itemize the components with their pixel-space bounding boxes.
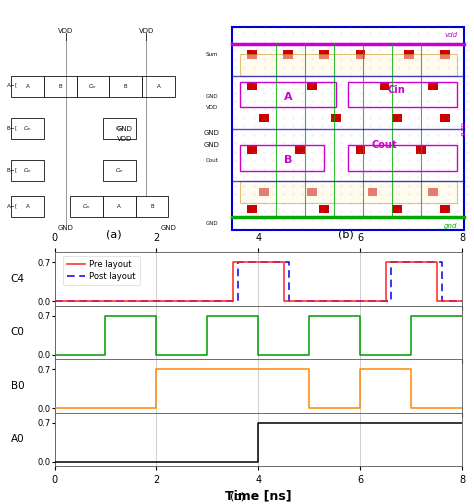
Text: $C_{in}$: $C_{in}$ [82,203,91,211]
Text: GND: GND [204,130,220,136]
Y-axis label: B0: B0 [11,381,25,391]
Text: A: A [283,92,292,102]
Bar [331,114,341,122]
Bar [307,82,317,90]
Y-axis label: A0: A0 [11,434,25,445]
Bar [11,196,44,217]
Text: A$-$[: A$-$[ [6,203,18,211]
Text: (b): (b) [338,229,354,239]
Text: GND: GND [160,225,176,231]
Bar [11,76,44,97]
Bar [109,76,142,97]
Text: $C_{in}$: $C_{in}$ [89,82,98,91]
Bar [11,160,44,181]
Text: B$-$[: B$-$[ [6,167,18,175]
Bar [247,146,256,154]
Bar [259,114,269,122]
Bar [368,188,377,196]
Text: VDD: VDD [139,28,154,34]
Bar [239,181,457,203]
Bar [356,146,365,154]
Text: VDD: VDD [117,136,132,142]
Bar [295,146,305,154]
Text: VDD: VDD [58,28,73,34]
Bar [440,205,450,213]
Text: Cout: Cout [372,141,397,151]
Text: VDD: VDD [206,105,219,110]
Bar [70,196,103,217]
Text: A: A [156,84,160,89]
Text: A: A [118,204,121,209]
Bar [77,76,109,97]
Text: Sum: Sum [206,52,219,57]
Text: sum: sum [461,121,467,136]
Bar [259,188,269,196]
Bar [247,82,256,90]
Y-axis label: C4: C4 [10,274,25,284]
Bar [247,50,256,58]
Bar [392,114,401,122]
Bar [440,114,450,122]
Text: A: A [26,204,29,209]
Bar [356,50,365,58]
Bar [103,196,136,217]
Bar [142,76,175,97]
Bar [428,188,438,196]
Text: $C_{in}$: $C_{in}$ [115,124,124,133]
Text: vdd: vdd [444,32,457,38]
Bar [103,118,136,139]
Text: GND: GND [58,225,74,231]
Bar [11,118,44,139]
Text: (a): (a) [106,229,121,239]
Bar [428,82,438,90]
Text: B$-$[: B$-$[ [6,124,18,133]
Text: (c): (c) [229,491,245,501]
X-axis label: Time [ns]: Time [ns] [225,489,292,502]
Text: GND: GND [204,143,220,149]
Bar [247,205,256,213]
Bar [392,205,401,213]
Text: B: B [58,84,62,89]
Text: B: B [124,84,128,89]
Bar [239,146,324,171]
Text: Cin: Cin [388,85,406,95]
Text: GND: GND [117,125,133,132]
Text: $C_{in}$: $C_{in}$ [23,166,32,175]
Bar [416,146,426,154]
Text: A$-$[: A$-$[ [6,82,18,90]
Bar [239,82,336,107]
Text: B: B [150,204,154,209]
Bar [103,160,136,181]
Bar [239,54,457,76]
Text: $C_{in}$: $C_{in}$ [115,166,124,175]
Bar [136,196,168,217]
Text: GND: GND [206,221,219,226]
Bar [319,205,329,213]
Bar [348,82,457,107]
Bar [348,146,457,171]
Bar [283,50,293,58]
Text: gnd: gnd [444,223,457,229]
Bar [404,50,414,58]
Text: Cout: Cout [206,158,219,163]
Bar [307,188,317,196]
Text: $C_{in}$: $C_{in}$ [23,124,32,133]
Bar [380,82,390,90]
Y-axis label: C0: C0 [11,327,25,337]
Text: GND: GND [206,94,219,99]
Bar [319,50,329,58]
Text: A: A [26,84,29,89]
Text: B: B [284,155,292,165]
Legend: Pre layout, Post layout: Pre layout, Post layout [63,256,140,285]
Bar [440,50,450,58]
Bar [44,76,77,97]
